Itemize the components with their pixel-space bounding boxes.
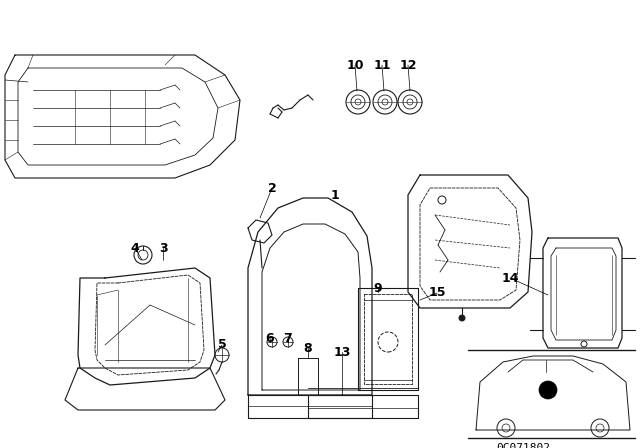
Text: 14: 14 — [501, 271, 519, 284]
Text: 7: 7 — [284, 332, 292, 345]
Text: 3: 3 — [159, 241, 167, 254]
Text: 8: 8 — [304, 341, 312, 354]
Text: 11: 11 — [373, 59, 391, 72]
Text: 5: 5 — [218, 339, 227, 352]
Text: 13: 13 — [333, 345, 351, 358]
Text: 9: 9 — [374, 281, 382, 294]
Text: 1: 1 — [331, 189, 339, 202]
Text: 6: 6 — [266, 332, 275, 345]
Text: 0C071802: 0C071802 — [496, 443, 550, 448]
Circle shape — [539, 381, 557, 399]
Text: 12: 12 — [399, 59, 417, 72]
Text: 2: 2 — [268, 181, 276, 194]
Text: 10: 10 — [346, 59, 364, 72]
Text: 15: 15 — [428, 287, 445, 300]
Text: 4: 4 — [131, 241, 140, 254]
Circle shape — [459, 315, 465, 321]
